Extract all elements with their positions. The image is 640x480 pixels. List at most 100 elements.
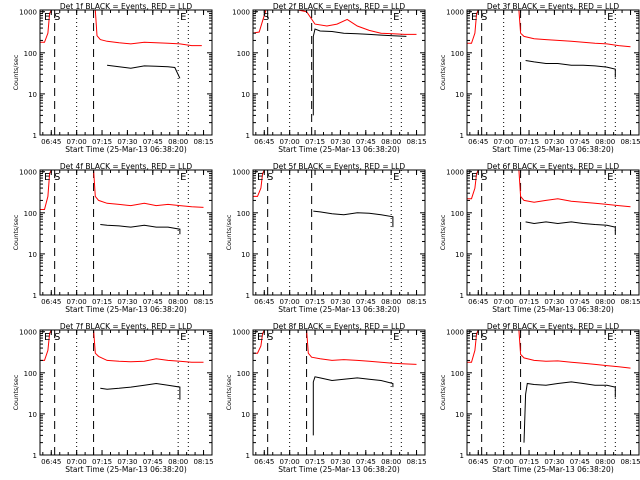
- x-tick-label: 06:45: [41, 298, 61, 306]
- marker-label: E: [257, 332, 263, 343]
- x-tick-label: 07:45: [570, 458, 590, 466]
- x-axis-label: Start Time (25-Mar-13 06:38:20): [65, 465, 187, 474]
- x-tick-label: 07:45: [356, 458, 376, 466]
- x-tick-label: 07:00: [280, 458, 300, 466]
- x-axis-label: Start Time (25-Mar-13 06:38:20): [278, 305, 400, 314]
- x-tick-label: 08:00: [595, 138, 615, 146]
- y-axis-label: Counts/sec: [439, 374, 447, 410]
- series-events-black: [313, 210, 394, 228]
- y-tick-label: 100: [237, 50, 250, 58]
- panel-title: Det 9f BLACK = Events, RED = LLD: [487, 322, 620, 331]
- series-lld-red: [40, 170, 204, 210]
- y-tick-label: 100: [451, 210, 464, 218]
- x-axis-label: Start Time (25-Mar-13 06:38:20): [65, 305, 187, 314]
- panel-title: Det 8f BLACK = Events, RED = LLD: [273, 322, 406, 331]
- x-tick-label: 07:15: [92, 138, 112, 146]
- y-axis-label: Counts/sec: [12, 214, 20, 250]
- panel-det-7: 1 10 100 1000 06:45 07:00 07:15 07:30 07:45 08:00…: [12, 322, 214, 474]
- x-tick-label: 08:15: [620, 298, 640, 306]
- marker-label: E: [393, 172, 399, 183]
- x-tick-label: 07:30: [117, 138, 137, 146]
- y-tick-label: 1000: [446, 169, 464, 177]
- marker-label: E: [44, 12, 50, 23]
- panel-det-6: 1 10 100 1000 06:45 07:00 07:15 07:30 07:45 08:00…: [439, 162, 640, 314]
- x-tick-label: 07:15: [92, 458, 112, 466]
- marker-label: E: [607, 12, 613, 23]
- x-tick-label: 06:45: [468, 298, 488, 306]
- x-tick-label: 07:45: [356, 138, 376, 146]
- x-tick-label: 07:00: [67, 138, 87, 146]
- y-tick-label: 100: [237, 370, 250, 378]
- y-tick-label: 100: [237, 210, 250, 218]
- plot-frame: [466, 329, 640, 456]
- panel-title: Det 6f BLACK = Events, RED = LLD: [487, 162, 620, 171]
- x-tick-label: 07:30: [330, 138, 350, 146]
- series-lld-red: [467, 170, 631, 208]
- x-tick-label: 07:00: [494, 458, 514, 466]
- x-tick-label: 07:30: [544, 458, 564, 466]
- plot-frame: [252, 329, 426, 456]
- x-tick-label: 07:45: [143, 138, 163, 146]
- marker-label: S: [481, 332, 487, 343]
- x-tick-label: 07:15: [519, 458, 539, 466]
- marker-label: S: [263, 12, 269, 23]
- series-events-black: [312, 28, 407, 116]
- y-tick-label: 100: [24, 370, 37, 378]
- x-tick-label: 07:30: [544, 138, 564, 146]
- x-tick-label: 08:00: [168, 458, 188, 466]
- marker-label: E: [180, 172, 186, 183]
- x-axis-label: Start Time (25-Mar-13 06:38:20): [278, 465, 400, 474]
- x-tick-label: 08:00: [595, 298, 615, 306]
- x-tick-label: 06:45: [254, 138, 274, 146]
- x-tick-label: 07:30: [544, 298, 564, 306]
- marker-label: S: [54, 172, 60, 183]
- series-events-black: [525, 60, 616, 78]
- marker-label: E: [607, 332, 613, 343]
- x-tick-label: 07:30: [117, 458, 137, 466]
- panel-det-4: 1 10 100 1000 06:45 07:00 07:15 07:30 07:45 08:00…: [12, 162, 214, 314]
- marker-label: E: [180, 332, 186, 343]
- marker-label: E: [471, 12, 477, 23]
- series-events-black: [525, 221, 616, 235]
- y-tick-label: 100: [451, 50, 464, 58]
- x-tick-label: 06:45: [254, 458, 274, 466]
- x-tick-label: 07:45: [143, 458, 163, 466]
- y-axis-label: Counts/sec: [439, 214, 447, 250]
- y-tick-label: 10: [241, 91, 250, 99]
- x-tick-label: 07:00: [494, 138, 514, 146]
- x-tick-label: 07:45: [570, 138, 590, 146]
- y-tick-label: 1000: [232, 329, 250, 337]
- y-axis-label: Counts/sec: [12, 54, 20, 90]
- plot-frame: [466, 169, 640, 296]
- series-lld-red: [40, 10, 202, 47]
- x-axis-label: Start Time (25-Mar-13 06:38:20): [492, 465, 614, 474]
- y-tick-label: 1000: [446, 9, 464, 17]
- y-tick-label: 1: [460, 132, 464, 140]
- marker-label: E: [393, 12, 399, 23]
- x-tick-label: 08:15: [620, 458, 640, 466]
- y-tick-label: 1000: [232, 169, 250, 177]
- panel-det-1: 1 10 100 1000 06:45 07:00 07:15 07:30 07:45 08:00…: [12, 2, 214, 154]
- x-tick-label: 06:45: [41, 458, 61, 466]
- series-events-black: [312, 376, 394, 436]
- x-tick-label: 07:15: [92, 298, 112, 306]
- x-tick-label: 08:15: [193, 298, 213, 306]
- y-tick-label: 10: [28, 411, 37, 419]
- x-axis-label: Start Time (25-Mar-13 06:38:20): [492, 305, 614, 314]
- y-tick-label: 10: [28, 91, 37, 99]
- panel-title: Det 4f BLACK = Events, RED = LLD: [60, 162, 193, 171]
- x-tick-label: 06:45: [41, 138, 61, 146]
- series-events-black: [100, 382, 181, 400]
- x-tick-label: 07:15: [305, 298, 325, 306]
- panel-det-8: 1 10 100 1000 06:45 07:00 07:15 07:30 07:45 08:00…: [225, 322, 427, 474]
- y-axis-label: Counts/sec: [12, 374, 20, 410]
- marker-label: S: [54, 332, 60, 343]
- x-tick-label: 07:15: [305, 458, 325, 466]
- panel-title: Det 2f BLACK = Events, RED = LLD: [273, 2, 406, 11]
- series-lld-red: [253, 330, 417, 365]
- y-tick-label: 1: [460, 452, 464, 460]
- y-tick-label: 1000: [19, 169, 37, 177]
- x-tick-label: 07:45: [143, 298, 163, 306]
- panel-det-5: 1 10 100 1000 06:45 07:00 07:15 07:30 07:45 08:00…: [225, 162, 427, 314]
- series-events-black: [107, 64, 181, 79]
